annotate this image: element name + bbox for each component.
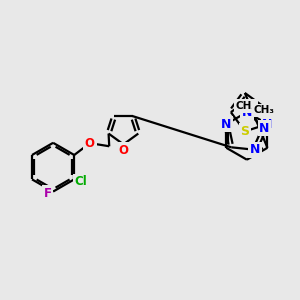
Text: N: N	[262, 118, 273, 130]
Text: Cl: Cl	[75, 176, 88, 188]
Text: S: S	[240, 125, 249, 138]
Text: N: N	[250, 143, 260, 156]
Text: N: N	[221, 118, 232, 130]
Text: O: O	[118, 144, 128, 157]
Text: CH₃: CH₃	[236, 101, 256, 111]
Text: N: N	[242, 106, 252, 119]
Text: O: O	[85, 136, 95, 150]
Text: CH₃: CH₃	[253, 106, 274, 116]
Text: F: F	[44, 187, 52, 200]
Text: N: N	[259, 122, 270, 135]
